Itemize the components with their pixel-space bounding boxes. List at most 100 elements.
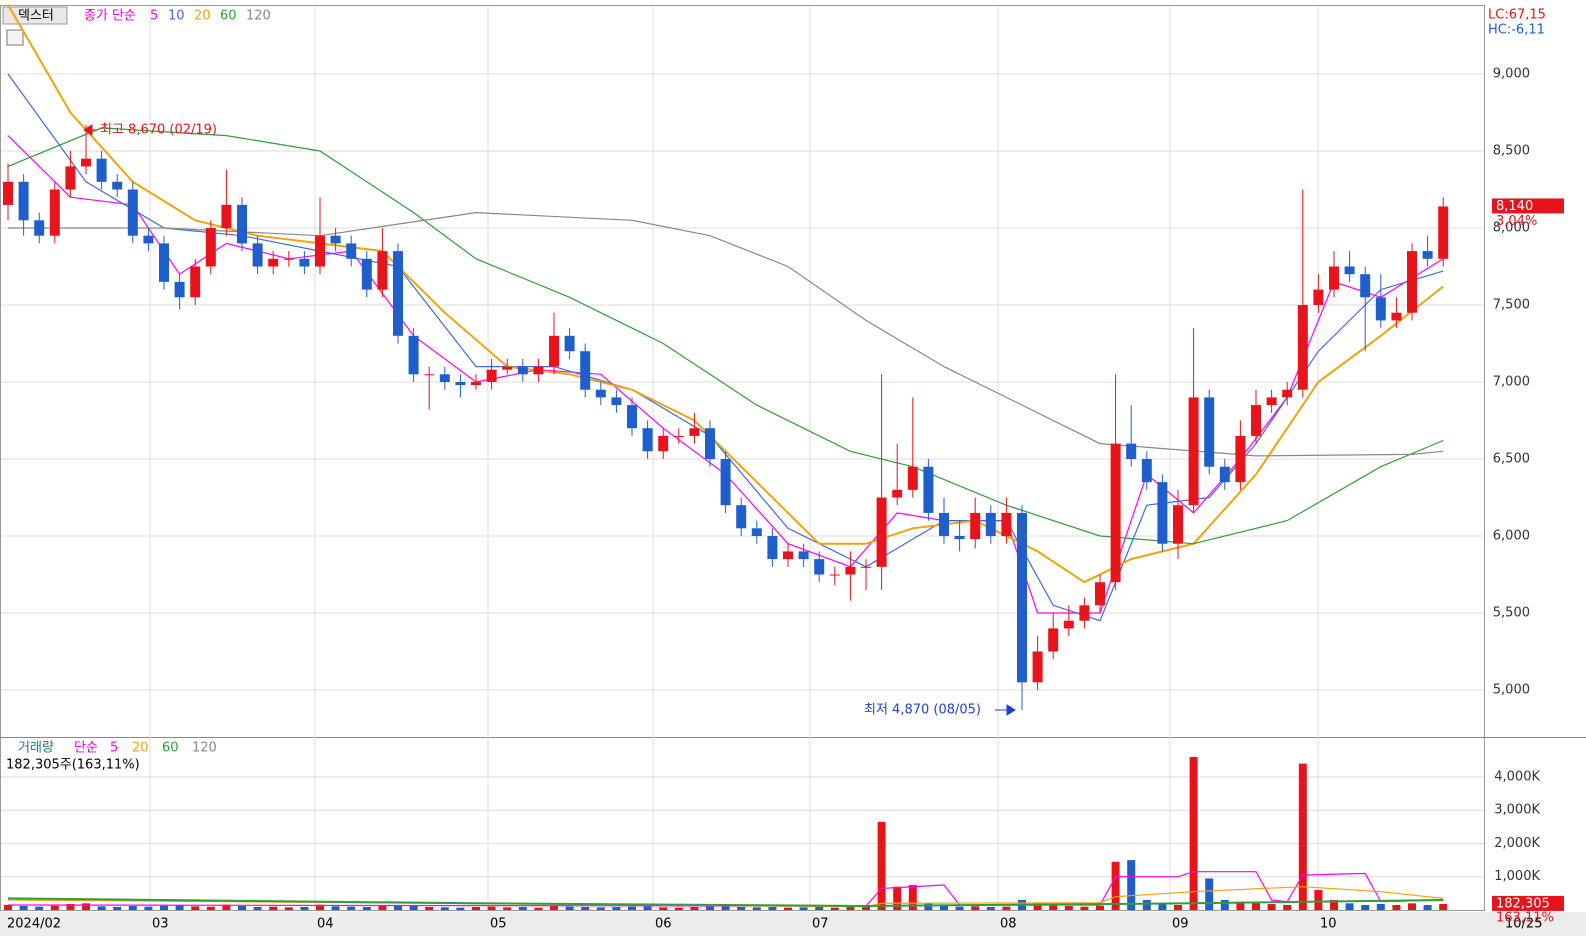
volume-bar	[191, 906, 200, 910]
candle-body	[954, 536, 965, 540]
candle-body	[1360, 274, 1371, 298]
volume-bar	[1111, 861, 1120, 910]
volume-bar	[815, 907, 824, 910]
x-tick-label: 09	[1172, 917, 1189, 932]
volume-bar	[409, 905, 418, 910]
volume-bar	[440, 907, 449, 910]
volume-bar	[534, 907, 543, 910]
volume-bar	[940, 906, 948, 910]
candle-body	[408, 335, 419, 375]
volume-bar	[1174, 905, 1182, 910]
candle-body	[1126, 443, 1137, 460]
candle-body	[1219, 466, 1230, 483]
candle-body	[1251, 405, 1261, 436]
volume-bar	[456, 907, 465, 910]
candle-body	[939, 512, 949, 537]
volume-bar	[97, 906, 106, 910]
candle-body	[876, 497, 887, 567]
volume-bar	[1236, 901, 1245, 910]
candle-body	[1032, 651, 1043, 683]
volume-bar	[877, 821, 886, 910]
volume-bar	[690, 907, 699, 910]
ma-line	[7, 73, 1444, 622]
volume-bar	[1049, 905, 1058, 910]
volume-bar	[1096, 905, 1104, 910]
candle-body	[1344, 266, 1355, 275]
candle-body	[907, 466, 918, 490]
x-tick-label: 10	[1320, 917, 1337, 932]
candle-body	[471, 382, 481, 386]
volume-bar	[1314, 890, 1323, 910]
lc-label: LC:67,15	[1488, 8, 1546, 23]
volume-bar	[394, 905, 402, 910]
volume-bar	[238, 906, 246, 910]
volume-bar	[799, 907, 808, 910]
candle-body	[190, 266, 201, 298]
candle-body	[1297, 305, 1308, 390]
candle-body	[517, 366, 528, 375]
candle-body	[1173, 505, 1183, 544]
table-icon[interactable]	[6, 29, 24, 46]
volume-bar	[1080, 906, 1089, 910]
arrow	[995, 704, 1016, 716]
candle-body	[705, 428, 715, 460]
y-tick-label: 6,000	[1493, 529, 1530, 544]
volume-bar	[659, 907, 668, 910]
candle-body	[1329, 266, 1339, 290]
candle-body	[985, 512, 996, 537]
ticker-box[interactable]	[2, 6, 68, 25]
volume-bar	[362, 907, 371, 910]
volume-bar	[425, 907, 434, 910]
candle-body	[1407, 251, 1417, 313]
volume-bar	[1423, 905, 1432, 910]
candle-body	[1204, 397, 1215, 467]
volume-bar	[893, 886, 902, 910]
candle-body	[580, 351, 591, 390]
volume-badge	[1492, 895, 1564, 911]
volume-bar	[35, 906, 44, 910]
y-tick-label: 2,000K	[1494, 836, 1540, 851]
candle-body	[1157, 482, 1168, 544]
volume-bar	[222, 904, 231, 910]
candle-body	[283, 258, 294, 260]
volume-bar	[752, 907, 761, 910]
candle-body	[1063, 620, 1074, 629]
candle-body	[174, 281, 185, 298]
candle-body	[1391, 312, 1402, 321]
volume-bar	[1142, 900, 1151, 910]
date-axis	[0, 912, 1586, 936]
volume-bar	[66, 904, 75, 910]
volume-bar	[1189, 756, 1198, 910]
annotation-high: 최고 8,670 (02/19)	[100, 123, 217, 138]
candle-body	[1438, 206, 1449, 259]
candle-body	[923, 466, 934, 513]
candle-body	[611, 397, 622, 406]
y-tick-label: 4,000K	[1494, 769, 1540, 784]
candle-body	[1048, 628, 1059, 652]
candle-body	[455, 382, 466, 386]
candle-body	[3, 181, 13, 205]
y-tick-label: 7,000	[1493, 375, 1530, 390]
y-tick-label: 3,000K	[1494, 803, 1540, 818]
volume-bar	[737, 907, 746, 910]
candle-body	[595, 389, 606, 398]
candle-body	[315, 235, 325, 267]
volume-bar	[1330, 900, 1338, 910]
volume-bar	[50, 905, 59, 910]
volume-bar	[1283, 905, 1292, 910]
candle-body	[424, 374, 435, 376]
candle-body	[1001, 512, 1012, 537]
candle-body	[237, 204, 247, 244]
volume-bar	[986, 907, 995, 910]
x-tick-label: 03	[152, 917, 169, 932]
candle-body	[1017, 512, 1027, 683]
ratio-label: 163,11%	[1496, 910, 1554, 925]
volume-bar	[1376, 904, 1385, 910]
volume-bar	[1439, 903, 1448, 910]
candle-body	[268, 258, 279, 267]
y-tick-label: 9,000	[1493, 66, 1530, 81]
volume-bar	[1205, 878, 1214, 910]
candle-body	[798, 551, 809, 560]
volume-bar	[581, 907, 590, 910]
